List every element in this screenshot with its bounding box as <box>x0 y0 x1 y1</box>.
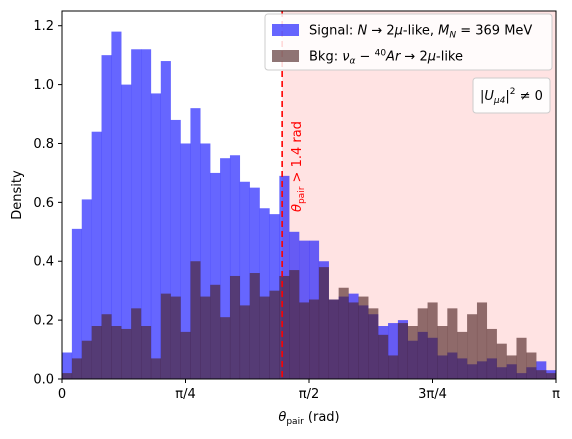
y-tick-label: 0.0 <box>33 373 54 388</box>
histogram-bar <box>111 31 122 379</box>
marker-layer: θpair > 1.4 rad <box>281 11 307 379</box>
histogram-bar <box>289 270 300 379</box>
histogram-bar <box>388 355 399 379</box>
histogram-bar <box>220 317 231 379</box>
histogram-bar <box>131 308 142 379</box>
histogram-bar <box>417 308 428 379</box>
histogram-bar <box>121 328 132 379</box>
x-tick-label: π/2 <box>299 387 319 402</box>
histogram-bar <box>259 296 270 379</box>
histogram-bar <box>536 370 547 379</box>
histogram-bar <box>200 143 211 379</box>
histogram-bar <box>180 143 191 379</box>
histogram-bar <box>81 199 92 379</box>
histogram-bar <box>516 337 527 379</box>
histogram-bar <box>180 331 191 379</box>
histogram-bar <box>101 55 112 379</box>
series-background-bars <box>62 261 557 379</box>
legend-label: Signal: N → 2μ-like, MN = 369 MeV <box>309 24 532 41</box>
histogram-bar <box>378 334 389 379</box>
histogram-bar <box>259 208 270 379</box>
histogram-bar <box>150 358 162 379</box>
histogram-bar <box>101 314 112 379</box>
histogram-bar <box>220 158 231 379</box>
histogram-bar <box>368 308 379 379</box>
y-tick-label: 0.4 <box>33 255 54 270</box>
histogram-bar <box>210 284 221 379</box>
histogram-bar <box>397 323 409 379</box>
histogram-bar <box>318 267 329 379</box>
histogram-bar <box>62 373 73 379</box>
x-tick-label: 3π/4 <box>418 387 447 402</box>
histogram-bar <box>506 355 517 379</box>
histogram-bar <box>328 299 339 379</box>
y-tick-label: 1.0 <box>33 78 54 93</box>
histogram-bar <box>249 273 260 379</box>
histogram-bar <box>160 293 171 379</box>
histogram-bar <box>239 181 250 379</box>
histogram-bar <box>62 352 73 379</box>
histogram-bar <box>427 302 438 379</box>
histogram-bar <box>150 93 162 379</box>
x-tick-label: π/4 <box>175 387 195 402</box>
histogram-bar <box>190 108 201 379</box>
legend-label: Bkg: να − 40Ar → 2μ-like <box>309 49 463 67</box>
histogram-bar <box>141 49 152 379</box>
histogram-bar <box>170 296 181 379</box>
histogram-bar <box>229 275 241 379</box>
histogram-bar <box>111 326 122 379</box>
y-tick-label: 1.2 <box>33 19 54 34</box>
histogram-bar <box>279 275 290 379</box>
histogram-bar <box>338 287 349 379</box>
histogram-bar <box>71 358 82 379</box>
histogram-bar <box>160 61 171 379</box>
histogram-bar <box>91 131 102 379</box>
histogram-bar <box>190 261 201 379</box>
y-tick-label: 0.6 <box>33 196 54 211</box>
x-tick-label: π <box>552 387 560 402</box>
annotation-box <box>472 77 551 114</box>
histogram-bar <box>358 296 369 379</box>
histogram-bar <box>200 296 211 379</box>
x-tick-label: 0 <box>58 387 66 402</box>
histogram-bar <box>309 299 320 379</box>
histogram-bar <box>210 172 221 379</box>
histogram-bar <box>348 302 359 379</box>
histogram-bar <box>526 352 537 379</box>
axes-layer: 0 π/4 π/2 3π/4 π 0.0 0.2 0.4 0.6 0.8 1.0 1.2 θpair (… <box>10 10 560 427</box>
histogram-bar <box>141 326 152 379</box>
histogram-bar <box>91 326 102 379</box>
histogram-bar <box>486 328 497 379</box>
histogram-bar <box>299 302 310 379</box>
histogram-bar <box>121 84 132 379</box>
histogram-bar <box>407 326 418 379</box>
histogram-bar <box>546 373 557 379</box>
histogram-bar <box>269 290 280 379</box>
y-tick-label: 0.8 <box>33 137 54 152</box>
histogram-bar <box>447 308 458 379</box>
histogram-bar <box>229 155 241 379</box>
legend-box <box>264 13 553 71</box>
cut-threshold-label: θpair > 1.4 rad <box>290 121 307 212</box>
histogram-bar <box>467 314 478 379</box>
histogram-bar <box>457 331 468 379</box>
legend: Signal: N → 2μ-like, MN = 369 MeV Bkg: να… <box>264 13 553 114</box>
histogram-bars-layer <box>62 31 557 379</box>
histogram-bar <box>476 302 488 379</box>
y-tick-label: 0.2 <box>33 314 54 329</box>
histogram-bar <box>81 340 92 379</box>
histogram-bar <box>170 119 181 379</box>
histogram-bar <box>388 323 399 379</box>
histogram-bar <box>496 343 507 379</box>
x-axis-label: θpair (rad) <box>278 410 339 427</box>
histogram-bar <box>239 305 250 379</box>
histogram-bar <box>131 49 142 379</box>
legend-swatch <box>272 24 299 36</box>
histogram-bar <box>437 326 448 379</box>
y-axis-label: Density <box>10 170 25 220</box>
histogram-bar <box>71 228 82 379</box>
legend-swatch <box>272 50 299 62</box>
